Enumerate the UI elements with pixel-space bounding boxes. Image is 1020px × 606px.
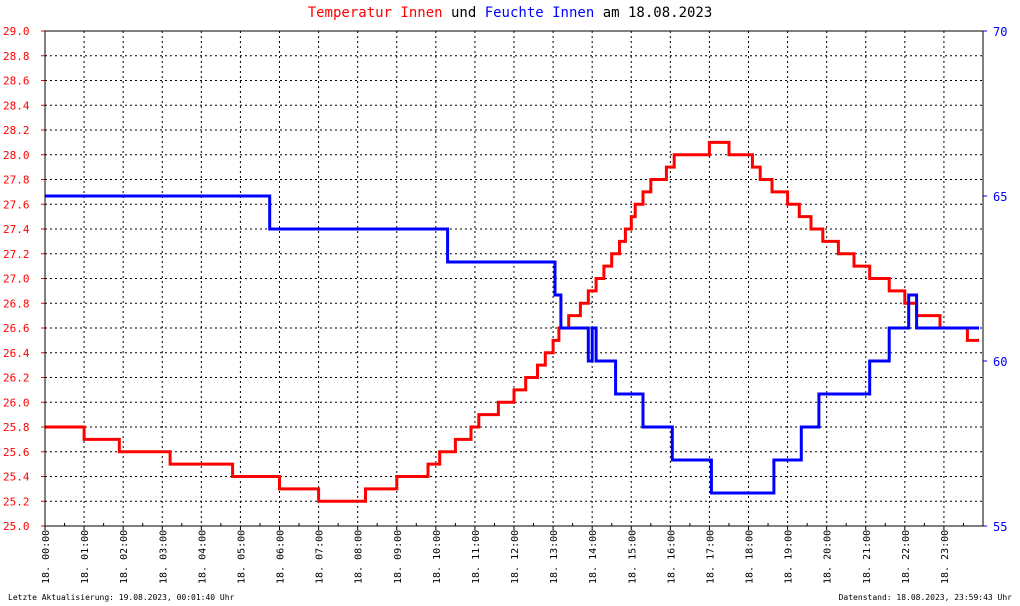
x-tick-label: 18. 06:00	[276, 530, 287, 584]
y-left-tick-label: 26.2	[3, 372, 30, 385]
y-left-tick-label: 27.8	[3, 174, 30, 187]
title-temperature: Temperatur Innen	[307, 5, 443, 21]
x-tick-label: 18. 14:00	[588, 530, 599, 584]
y-left-tick-label: 28.4	[3, 99, 30, 112]
y-right-tick-label: 65	[993, 190, 1007, 204]
series-line-temperature	[45, 140, 980, 503]
x-tick-label: 18. 08:00	[354, 530, 365, 584]
x-tick-label: 18. 11:00	[471, 530, 482, 584]
x-tick-label: 18. 19:00	[784, 530, 795, 584]
footer-data-status: Datenstand: 18.08.2023, 23:59:43 Uhr	[838, 593, 1012, 602]
y-left-tick-label: 26.4	[3, 347, 30, 360]
x-tick-label: 18. 20:00	[823, 530, 834, 584]
title-und: und	[442, 5, 485, 21]
x-tick-label: 18. 05:00	[236, 530, 247, 584]
y-left-tick-label: 25.2	[3, 495, 30, 508]
chart-title: Temperatur Innen und Feuchte Innen am 18…	[0, 5, 1020, 21]
y-left-tick-label: 27.6	[3, 198, 30, 211]
x-tick-label: 18. 03:00	[158, 530, 169, 584]
y-left-tick-label: 27.2	[3, 248, 30, 261]
y-left-tick-label: 25.8	[3, 421, 30, 434]
y-left-tick-label: 27.0	[3, 273, 30, 286]
y-right-tick-label: 55	[993, 520, 1007, 534]
x-tick-label: 18. 15:00	[627, 530, 638, 584]
y-left-tick-label: 28.0	[3, 149, 30, 162]
title-date: am 18.08.2023	[594, 5, 713, 21]
x-tick-label: 18. 18:00	[745, 530, 756, 584]
x-tick-label: 18. 21:00	[862, 530, 873, 584]
x-tick-label: 18. 16:00	[666, 530, 677, 584]
y-left-tick-label: 28.8	[3, 50, 30, 63]
x-tick-label: 18. 00:00	[41, 530, 52, 584]
x-tick-label: 18. 02:00	[119, 530, 130, 584]
footer-last-update: Letzte Aktualisierung: 19.08.2023, 00:01…	[8, 593, 235, 602]
y-left-tick-label: 25.0	[3, 520, 30, 533]
x-tick-label: 18. 17:00	[705, 530, 716, 584]
y-right-tick-label: 70	[993, 25, 1007, 39]
y-right-tick-label: 60	[993, 355, 1007, 369]
y-left-tick-label: 28.2	[3, 124, 30, 137]
x-tick-label: 18. 13:00	[549, 530, 560, 584]
x-tick-label: 18. 01:00	[80, 530, 91, 584]
x-tick-label: 18. 04:00	[197, 530, 208, 584]
title-humidity: Feuchte Innen	[484, 5, 595, 21]
x-tick-label: 18. 09:00	[393, 530, 404, 584]
x-tick-label: 18. 23:00	[940, 530, 951, 584]
y-left-tick-label: 27.4	[3, 223, 30, 236]
y-left-tick-label: 26.6	[3, 322, 30, 335]
x-tick-label: 18. 12:00	[510, 530, 521, 584]
x-tick-label: 18. 07:00	[315, 530, 326, 584]
y-left-tick-label: 25.4	[3, 471, 30, 484]
y-left-tick-label: 26.8	[3, 297, 30, 310]
y-left-tick-label: 28.6	[3, 75, 30, 88]
plot-frame	[44, 30, 984, 527]
y-left-tick-label: 29.0	[3, 25, 30, 38]
x-tick-label: 18. 10:00	[432, 530, 443, 584]
x-tick-label: 18. 22:00	[901, 530, 912, 584]
y-left-tick-label: 26.0	[3, 396, 30, 409]
y-left-tick-label: 25.6	[3, 446, 30, 459]
series-line-humidity	[45, 194, 980, 495]
